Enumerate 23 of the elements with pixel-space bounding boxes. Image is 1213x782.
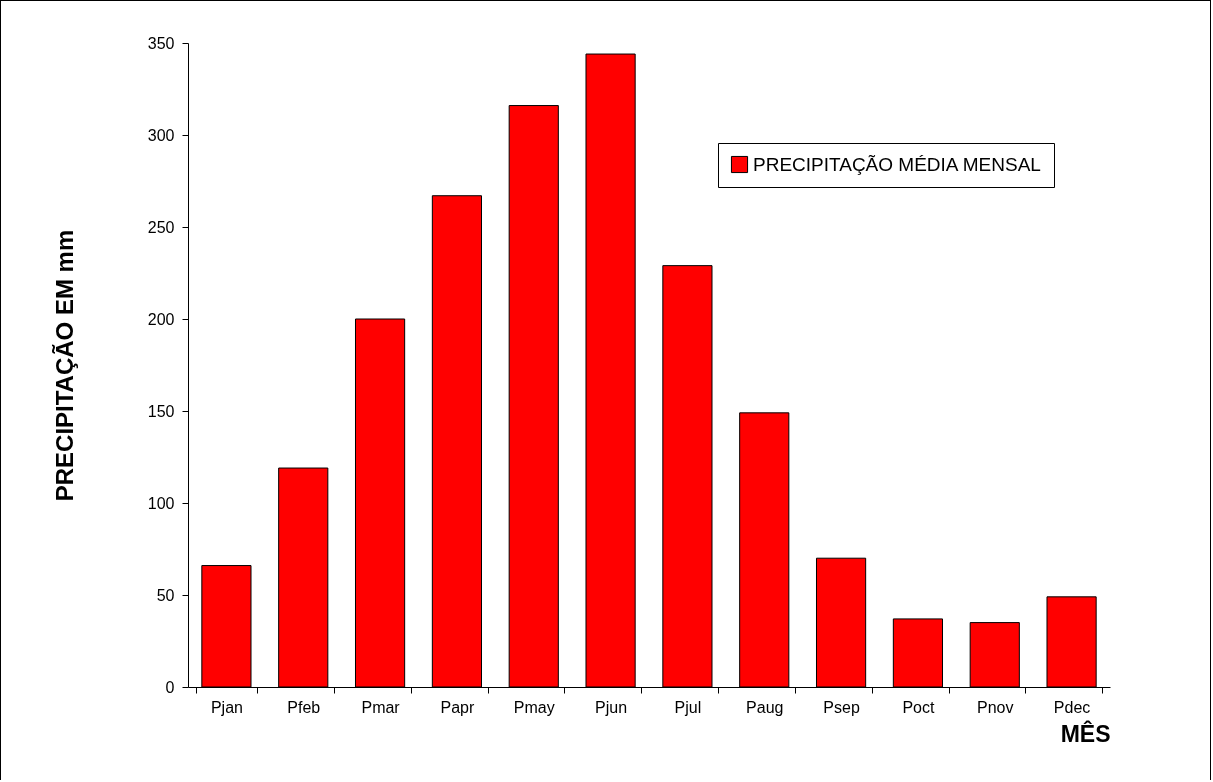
x-tick-label: Pjan (210, 698, 243, 716)
x-tick-label: Pnov (977, 698, 1014, 716)
y-tick-label: 150 (147, 402, 175, 420)
y-axis-title: PRECIPITAÇÃO EM mm (50, 229, 78, 502)
x-tick-label: Papr (440, 698, 475, 716)
legend-label: PRECIPITAÇÃO MÉDIA MENSAL (753, 153, 1041, 175)
x-tick-label: Pjun (595, 698, 628, 716)
y-tick-label: 250 (147, 218, 175, 236)
x-tick-label: Pdec (1053, 698, 1091, 716)
x-tick-label: Pjul (674, 698, 702, 716)
y-tick-label: 50 (156, 586, 175, 604)
y-tick-label: 0 (165, 678, 175, 696)
x-tick-label: Pmay (513, 698, 555, 716)
y-tick-label: 100 (147, 494, 175, 512)
x-tick-label: Pfeb (287, 698, 321, 716)
y-tick-label: 300 (147, 126, 175, 144)
x-tick-label: Poct (902, 698, 935, 716)
y-tick-label: 350 (147, 34, 175, 52)
x-tick-label: Psep (823, 698, 860, 716)
y-tick-label: 200 (147, 310, 175, 328)
x-axis-title: MÊS (1060, 719, 1111, 747)
x-tick-label: Paug (746, 698, 784, 716)
x-tick-label: Pmar (361, 698, 401, 716)
